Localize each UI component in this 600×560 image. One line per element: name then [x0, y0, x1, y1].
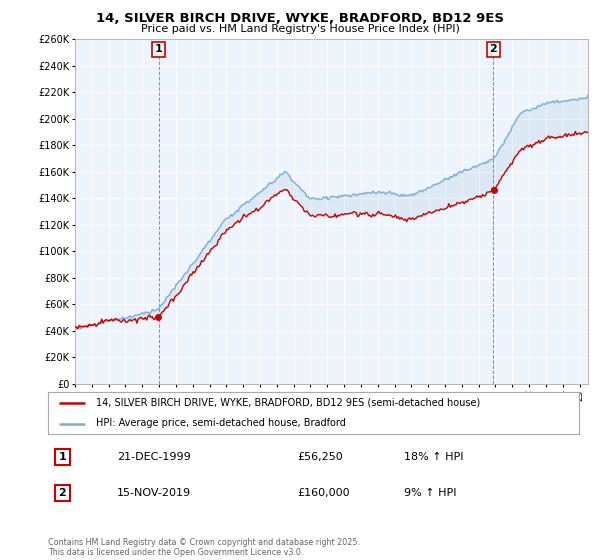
Text: 1: 1: [155, 44, 163, 54]
Text: £160,000: £160,000: [298, 488, 350, 498]
Text: Price paid vs. HM Land Registry's House Price Index (HPI): Price paid vs. HM Land Registry's House …: [140, 24, 460, 34]
Text: 2: 2: [490, 44, 497, 54]
Text: 14, SILVER BIRCH DRIVE, WYKE, BRADFORD, BD12 9ES: 14, SILVER BIRCH DRIVE, WYKE, BRADFORD, …: [96, 12, 504, 25]
Text: 15-NOV-2019: 15-NOV-2019: [117, 488, 191, 498]
Text: 9% ↑ HPI: 9% ↑ HPI: [404, 488, 456, 498]
Text: 21-DEC-1999: 21-DEC-1999: [117, 452, 191, 462]
Text: 14, SILVER BIRCH DRIVE, WYKE, BRADFORD, BD12 9ES (semi-detached house): 14, SILVER BIRCH DRIVE, WYKE, BRADFORD, …: [96, 398, 480, 408]
Text: 2: 2: [59, 488, 67, 498]
Text: 1: 1: [59, 452, 67, 462]
Text: £56,250: £56,250: [298, 452, 343, 462]
Text: Contains HM Land Registry data © Crown copyright and database right 2025.
This d: Contains HM Land Registry data © Crown c…: [48, 538, 360, 557]
Text: 18% ↑ HPI: 18% ↑ HPI: [404, 452, 463, 462]
Text: HPI: Average price, semi-detached house, Bradford: HPI: Average price, semi-detached house,…: [96, 418, 346, 428]
